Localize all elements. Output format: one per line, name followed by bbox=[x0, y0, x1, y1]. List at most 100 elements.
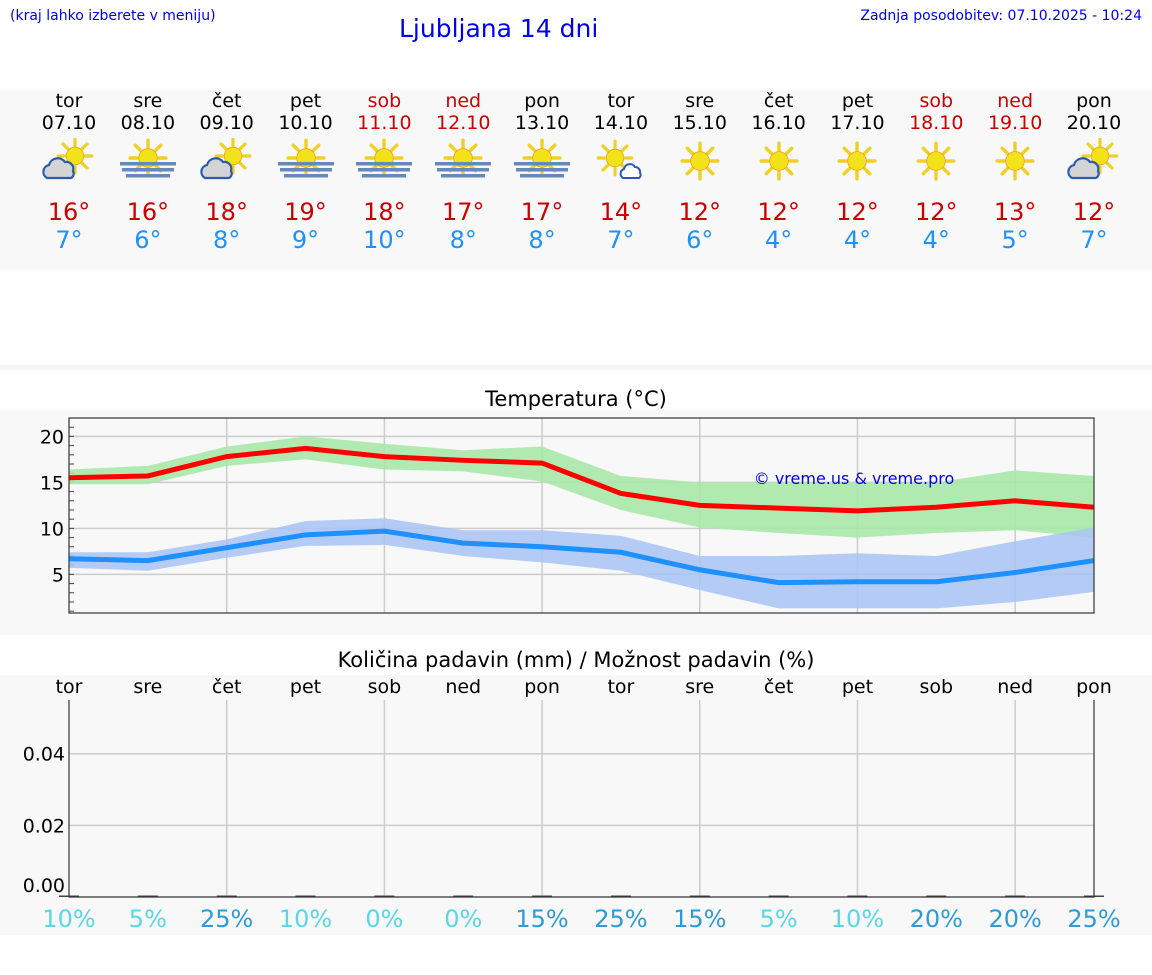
max-temp-line bbox=[68, 445, 1095, 514]
x-day-label: pet bbox=[842, 676, 873, 698]
day-name: pon bbox=[524, 90, 560, 112]
max-temp: 12° bbox=[1072, 198, 1116, 226]
day-date: 16.10 bbox=[751, 112, 806, 134]
precip-bar bbox=[532, 895, 553, 897]
precip-bar bbox=[216, 895, 237, 897]
day-date: 08.10 bbox=[120, 112, 176, 134]
max-temp: 19° bbox=[284, 198, 327, 226]
divider bbox=[0, 365, 1152, 370]
temperature-chart-title: Temperatura (°C) bbox=[485, 387, 667, 411]
min-temp: 9° bbox=[291, 226, 320, 254]
day-forecast: pon 20.10 12° 7° bbox=[1055, 90, 1133, 254]
sun-fog-icon bbox=[356, 138, 413, 178]
partly-cloudy-icon bbox=[200, 138, 252, 180]
y-tick-label: 10 bbox=[40, 518, 64, 540]
plot-frame bbox=[68, 700, 1095, 898]
day-name: sob bbox=[367, 90, 402, 112]
sun-icon bbox=[759, 141, 799, 181]
day-name: sre bbox=[685, 90, 715, 112]
precip-probability: 5% bbox=[760, 905, 798, 933]
sun-fog-icon bbox=[119, 138, 176, 178]
last-updated: Zadnja posodobitev: 07.10.2025 - 10:24 bbox=[860, 8, 1142, 24]
day-forecast: čet 09.10 18° 8° bbox=[188, 90, 266, 254]
precip-bar bbox=[1005, 895, 1026, 897]
min-temp: 7° bbox=[607, 226, 635, 254]
daily-forecast-strip: tor 07.10 16° 7° sre 08.10 16° 6° čet 09.10 18°… bbox=[0, 90, 1152, 270]
max-temp: 12° bbox=[757, 198, 800, 226]
precip-bar bbox=[847, 895, 868, 897]
day-name: tor bbox=[55, 90, 83, 112]
min-temp: 8° bbox=[528, 226, 556, 254]
precip-probability: 15% bbox=[673, 905, 726, 933]
min-temp: 4° bbox=[843, 226, 872, 254]
precip-probability: 10% bbox=[279, 905, 332, 933]
max-temp: 18° bbox=[205, 198, 248, 226]
precip-probability: 0% bbox=[365, 905, 403, 933]
x-day-label: pet bbox=[290, 676, 321, 698]
day-forecast: ned 12.10 17° 8° bbox=[424, 90, 502, 254]
x-day-label: tor bbox=[56, 676, 83, 698]
y-tick-label: 0.02 bbox=[23, 815, 65, 837]
min-temp: 8° bbox=[449, 226, 477, 254]
precip-probability: 15% bbox=[515, 905, 568, 933]
day-name: tor bbox=[607, 90, 635, 112]
day-name: sre bbox=[133, 90, 163, 112]
precip-bar bbox=[453, 895, 474, 897]
y-tick-label: 5 bbox=[52, 564, 64, 586]
day-date: 10.10 bbox=[278, 112, 333, 134]
y-tick-label: 20 bbox=[40, 426, 64, 448]
day-date: 13.10 bbox=[514, 112, 570, 134]
precip-bar bbox=[768, 895, 789, 897]
max-temp: 18° bbox=[363, 198, 406, 226]
day-date: 14.10 bbox=[593, 112, 649, 134]
day-date: 17.10 bbox=[830, 112, 885, 134]
day-date: 15.10 bbox=[672, 112, 727, 134]
day-name: pet bbox=[841, 90, 874, 112]
min-temp: 7° bbox=[1080, 226, 1108, 254]
precip-probability: 25% bbox=[594, 905, 647, 933]
max-temp: 12° bbox=[915, 198, 958, 226]
x-day-label: čet bbox=[764, 676, 794, 698]
watermark: © vreme.us & vreme.pro bbox=[754, 469, 955, 488]
precipitation-chart: tor sre čet pet sob ned pon tor sre čet pet sob ned p… bbox=[23, 676, 1121, 933]
x-day-label: sre bbox=[133, 676, 162, 698]
min-temp-band bbox=[69, 518, 1094, 609]
sun-icon bbox=[680, 141, 720, 181]
min-temp: 7° bbox=[55, 226, 83, 254]
day-forecast: sre 08.10 16° 6° bbox=[109, 90, 187, 254]
location-menu-hint: (kraj lahko izberete v meniju) bbox=[10, 8, 216, 24]
day-forecast: ned 19.10 13° 5° bbox=[976, 90, 1054, 254]
temperature-chart: 5 10 15 20 © vreme.us & vreme.pro bbox=[40, 417, 1095, 614]
day-forecast: pet 17.10 12° 4° bbox=[818, 90, 896, 254]
precip-probability: 25% bbox=[200, 905, 253, 933]
sun-fog-icon bbox=[514, 138, 571, 178]
precip-probability: 20% bbox=[910, 905, 963, 933]
y-tick-label: 15 bbox=[40, 472, 64, 494]
day-name: pet bbox=[289, 90, 322, 112]
day-name: čet bbox=[211, 90, 242, 112]
precip-bar bbox=[137, 895, 158, 897]
min-temp: 4° bbox=[922, 226, 950, 254]
day-forecast: sob 11.10 18° 10° bbox=[345, 90, 423, 254]
precip-probability: 20% bbox=[988, 905, 1041, 933]
day-date: 18.10 bbox=[909, 112, 964, 134]
partly-cloudy-icon bbox=[1067, 138, 1119, 180]
day-date: 20.10 bbox=[1066, 112, 1122, 134]
max-temp: 16° bbox=[47, 198, 91, 226]
x-day-label: ned bbox=[445, 676, 481, 698]
day-forecast: tor 14.10 14° 7° bbox=[582, 90, 660, 254]
x-day-label: sre bbox=[685, 676, 714, 698]
sun-small-cloud-icon bbox=[596, 139, 642, 179]
min-temp-line bbox=[68, 528, 1095, 586]
sun-icon bbox=[916, 141, 956, 181]
precip-bar bbox=[610, 895, 631, 897]
x-day-label: pon bbox=[524, 676, 560, 698]
max-temp: 17° bbox=[520, 198, 564, 226]
day-date: 07.10 bbox=[41, 112, 97, 134]
y-tick-label: 0.00 bbox=[23, 875, 65, 897]
temperature-chart-panel: 5 10 15 20 © vreme.us & vreme.pro bbox=[0, 410, 1152, 635]
x-day-label: pon bbox=[1076, 676, 1112, 698]
max-temp: 16° bbox=[126, 198, 170, 226]
sun-icon bbox=[837, 141, 878, 181]
x-day-label: čet bbox=[212, 676, 242, 698]
